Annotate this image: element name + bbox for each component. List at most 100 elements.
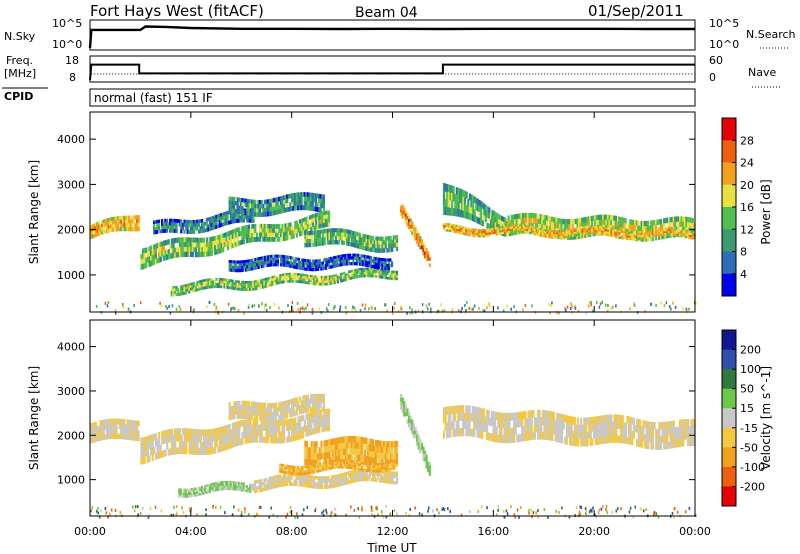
data-cell (188, 283, 191, 287)
data-speckle (247, 305, 250, 309)
data-cell (297, 401, 300, 407)
data-cell (344, 472, 348, 476)
data-cell (389, 477, 392, 481)
data-cell (233, 282, 236, 286)
data-cell (622, 217, 626, 224)
data-speckle (522, 308, 524, 312)
data-cell (210, 236, 214, 242)
data-cell (519, 226, 522, 229)
data-cell (257, 204, 260, 209)
data-cell (314, 475, 317, 480)
data-cell (294, 260, 297, 264)
data-cell (304, 258, 307, 263)
data-cell (210, 447, 214, 455)
data-cell (395, 239, 399, 244)
data-cell (597, 219, 600, 226)
data-cell (354, 436, 357, 443)
data-cell (463, 232, 466, 236)
data-cell (289, 235, 292, 240)
data-cell (196, 242, 199, 248)
data-cell (597, 230, 600, 233)
data-cell (664, 233, 667, 236)
data-cell (220, 213, 223, 217)
data-cell (322, 402, 325, 408)
data-cell (559, 236, 562, 239)
data-cell (553, 232, 556, 235)
data-cell (328, 257, 331, 261)
data-cell (276, 406, 279, 412)
data-cell (236, 215, 239, 220)
data-cell (367, 246, 370, 252)
data-cell (156, 258, 159, 264)
data-cell (156, 452, 159, 460)
data-cell (488, 207, 491, 214)
data-cell (384, 453, 387, 460)
data-cell (126, 215, 129, 220)
data-cell (202, 279, 205, 283)
data-cell (279, 467, 282, 471)
data-cell (367, 269, 370, 273)
data-speckle (165, 305, 167, 308)
data-cell (142, 263, 145, 270)
data-cell (318, 447, 321, 454)
data-speckle (565, 308, 567, 312)
data-cell (263, 416, 266, 422)
data-cell (376, 244, 379, 249)
data-cell (339, 443, 342, 450)
data-cell (321, 261, 325, 265)
data-cell (239, 209, 242, 215)
data-cell (367, 477, 370, 482)
data-cell (252, 436, 255, 443)
data-cell (307, 418, 310, 425)
data-cell (233, 263, 236, 267)
data-cell (209, 220, 212, 225)
data-cell (343, 276, 346, 280)
data-cell (473, 209, 476, 216)
data-cell (378, 260, 381, 264)
data-cell (610, 220, 613, 226)
data-cell (328, 240, 331, 245)
data-cell (305, 231, 309, 236)
data-cell (295, 280, 298, 283)
data-cell (245, 489, 249, 493)
data-cell (218, 285, 221, 289)
data-cell (175, 293, 178, 297)
data-cell (557, 234, 560, 237)
data-cell (349, 277, 352, 280)
data-cell (249, 228, 252, 234)
data-cell (391, 270, 394, 274)
data-cell (282, 464, 285, 467)
data-cell (307, 231, 310, 236)
data-cell (370, 264, 373, 268)
colorbar-swatch (722, 184, 736, 208)
data-cell (551, 230, 554, 233)
data-cell (271, 280, 274, 284)
data-cell (354, 271, 357, 274)
data-cell (272, 277, 276, 281)
data-cell (599, 230, 602, 233)
data-cell (269, 482, 272, 487)
data-speckle (352, 305, 354, 309)
data-cell (315, 230, 318, 235)
data-cell (204, 279, 207, 282)
data-cell (522, 228, 525, 232)
data-cell (210, 441, 214, 448)
data-cell (279, 465, 282, 469)
data-cell (181, 289, 185, 293)
data-cell (540, 228, 543, 231)
data-cell (309, 447, 312, 454)
data-cell (246, 437, 249, 444)
data-cell (612, 228, 615, 232)
data-cell (175, 247, 178, 253)
data-cell (328, 482, 332, 486)
data-cell (350, 234, 354, 239)
data-cell (210, 487, 213, 491)
data-cell (608, 228, 611, 231)
data-cell (355, 436, 358, 443)
data-cell (105, 434, 109, 440)
data-cell (238, 266, 241, 270)
data-cell (110, 220, 113, 225)
data-cell (228, 281, 231, 285)
data-cell (389, 239, 392, 245)
data-cell (283, 425, 286, 432)
